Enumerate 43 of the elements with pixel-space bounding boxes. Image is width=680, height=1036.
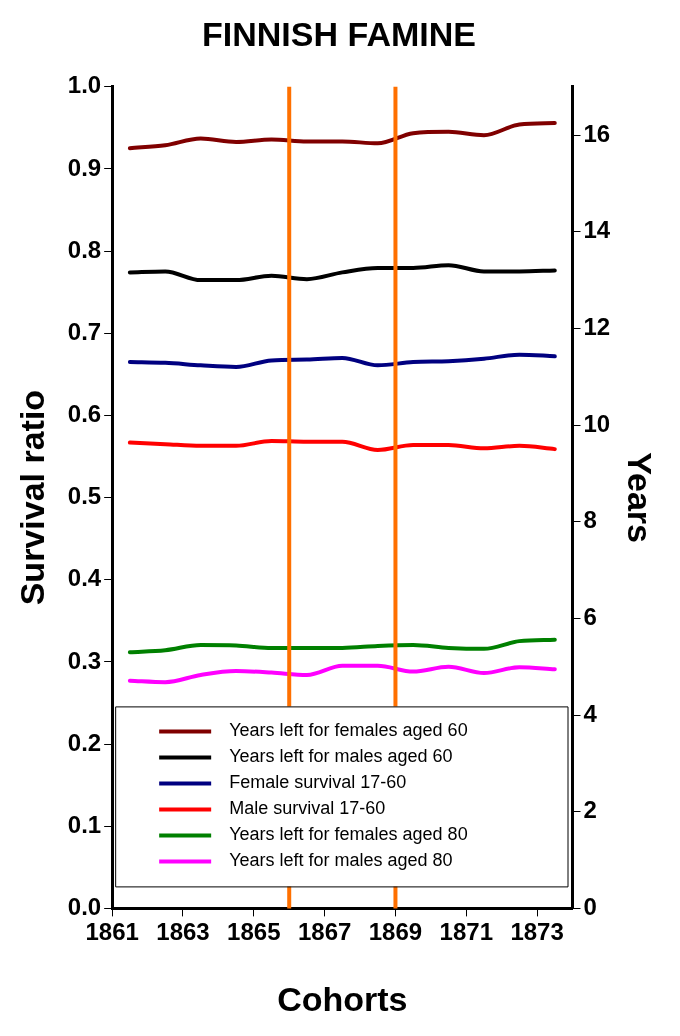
legend-label: Female survival 17-60 [229,772,407,793]
y2-tick-label: 8 [583,506,597,534]
legend-label: Years left for females aged 80 [229,824,468,845]
line-series [127,121,557,151]
y-tick-label: 0.5 [67,482,102,510]
y-tick-label: 0.4 [67,564,102,592]
y2-tick-label: 0 [583,893,597,921]
legend-label: Years left for males aged 60 [229,746,453,767]
x-tick-label: 1871 [439,918,493,946]
y2-tick-label: 6 [583,603,597,631]
y2-tick-label: 12 [583,313,611,341]
y2-tick-label: 2 [583,796,597,824]
line-series [127,352,557,369]
chart-title: FINNISH FAMINE [202,14,476,53]
y-tick-label: 0.3 [67,646,102,674]
y-tick-label: 0.0 [67,893,102,921]
x-tick-label: 1869 [368,918,423,946]
legend-label: Male survival 17-60 [229,798,386,819]
y-tick-label: 0.1 [67,810,102,838]
x-tick-label: 1867 [297,918,352,946]
y2-tick-label: 14 [583,216,611,244]
y-tick-label: 0.7 [67,317,102,345]
y-tick-label: 0.6 [67,400,102,428]
legend-label: Years left for males aged 80 [229,850,453,871]
line-series [127,637,557,655]
line-series [127,438,557,452]
x-tick-label: 1863 [156,918,210,946]
y2-tick-label: 4 [583,699,598,727]
line-series [127,663,557,685]
y-tick-label: 0.9 [67,153,102,181]
line-series [127,263,557,283]
y2-axis-title: Years [621,452,660,543]
y-tick-label: 0.8 [67,235,102,263]
x-axis-title: Cohorts [277,979,408,1018]
y-tick-label: 1.0 [67,71,102,99]
legend-label: Years left for females aged 60 [229,720,468,741]
y2-tick-label: 16 [583,119,611,147]
x-tick-label: 1861 [85,918,139,946]
y-tick-label: 0.2 [67,728,102,756]
y-axis-title: Survival ratio [12,389,51,606]
x-tick-label: 1865 [227,918,281,946]
x-tick-label: 1873 [510,918,564,946]
y2-tick-label: 10 [583,409,611,437]
